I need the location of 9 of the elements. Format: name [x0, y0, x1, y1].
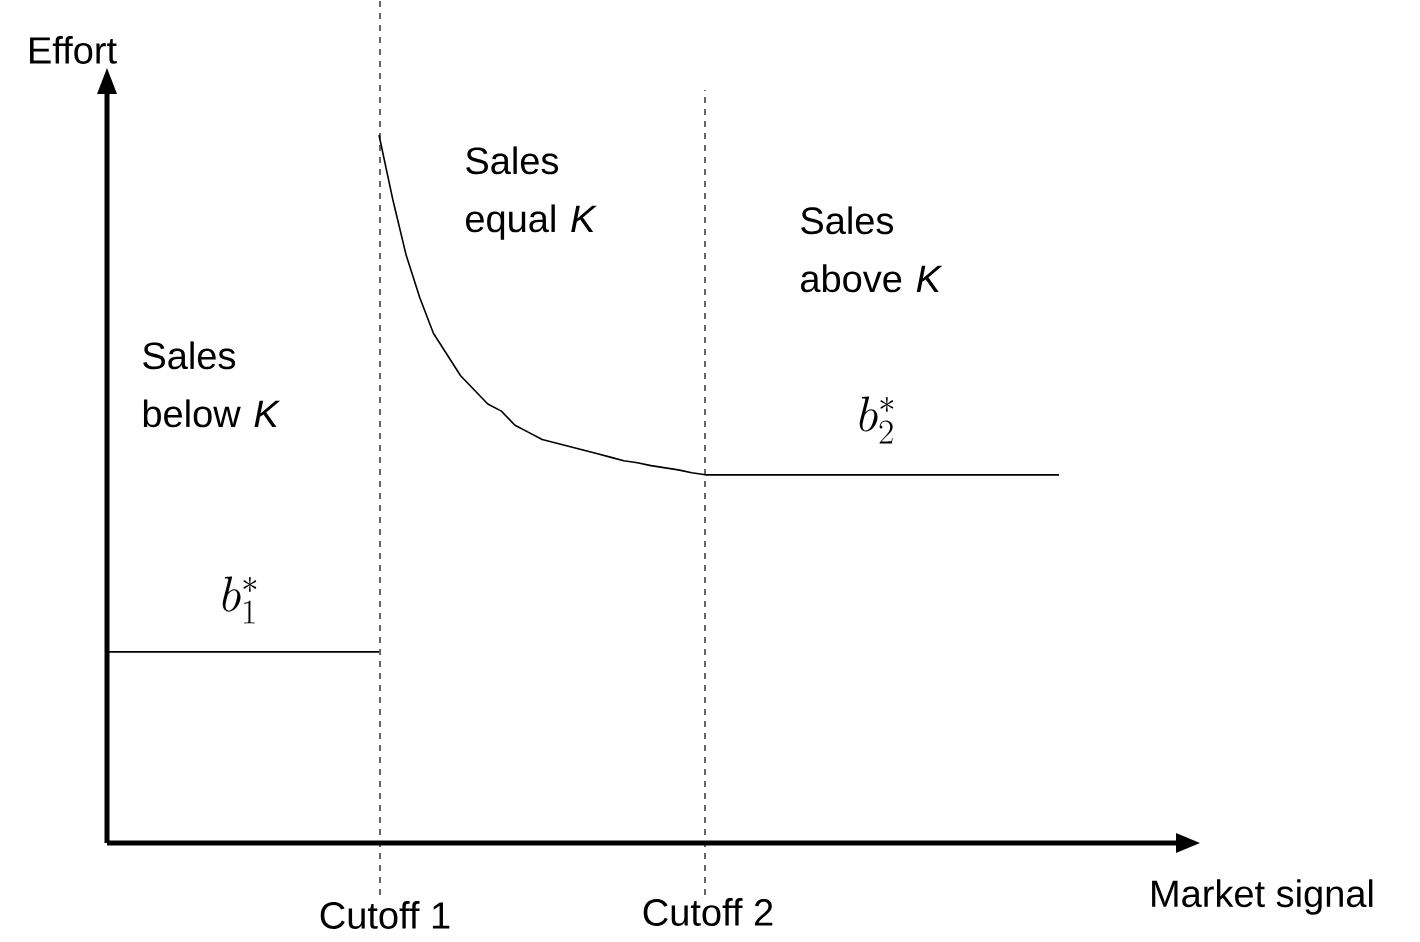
text: Cutoff 2 [643, 898, 773, 926]
annotation: $b_1^*$ [222, 576, 257, 624]
text: Cutoff 1 [320, 901, 450, 929]
annotation: $b_2^*$ [859, 396, 894, 444]
annotation: Sales equal K [466, 146, 597, 240]
x-axis-title: Market signal [1152, 879, 1373, 915]
annotation: Sales below K [143, 341, 281, 428]
y-axis-title: Effort [30, 36, 117, 64]
annotation: Sales above K [800, 206, 943, 293]
